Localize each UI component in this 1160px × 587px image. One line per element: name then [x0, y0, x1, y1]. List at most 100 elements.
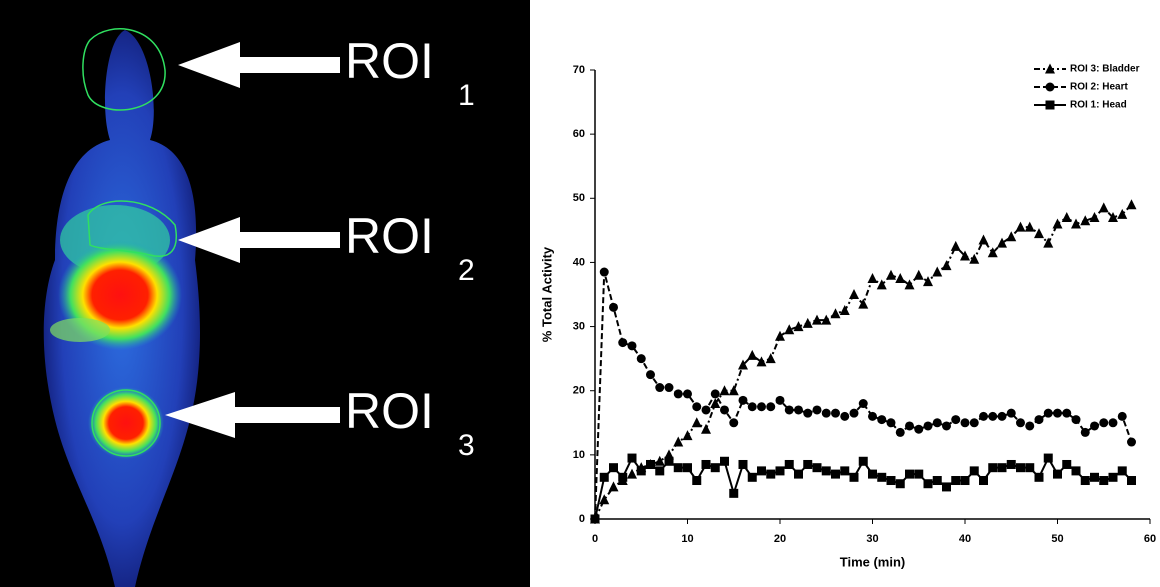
marker — [719, 385, 730, 396]
legend-label: ROI 1: Head — [1070, 100, 1127, 111]
marker — [729, 418, 739, 428]
marker — [1034, 228, 1044, 239]
series — [590, 453, 1136, 524]
marker — [655, 466, 665, 476]
marker — [821, 466, 831, 476]
marker — [1080, 215, 1091, 226]
marker — [1126, 199, 1137, 210]
legend-marker — [1045, 100, 1055, 110]
marker — [876, 279, 887, 290]
marker — [673, 436, 684, 447]
marker — [1043, 453, 1053, 463]
marker — [1016, 463, 1025, 473]
marker — [858, 298, 869, 309]
marker — [692, 402, 702, 412]
marker — [599, 267, 609, 277]
legend-label: ROI 2: Heart — [1070, 82, 1128, 93]
marker — [765, 353, 776, 364]
marker — [747, 349, 758, 360]
marker — [997, 411, 1007, 421]
marker — [609, 302, 618, 312]
marker — [793, 321, 804, 332]
marker — [1053, 469, 1062, 479]
y-tick-label: 0 — [579, 513, 585, 525]
marker — [886, 476, 896, 486]
y-tick-label: 20 — [573, 385, 585, 397]
marker — [905, 469, 914, 479]
marker — [969, 418, 979, 428]
marker — [914, 424, 924, 434]
marker — [1071, 218, 1081, 229]
marker — [775, 395, 785, 405]
marker — [1089, 212, 1100, 223]
marker — [664, 383, 674, 393]
marker — [914, 469, 924, 479]
roi-label: ROI — [345, 33, 434, 89]
marker — [710, 389, 720, 399]
marker — [1108, 472, 1118, 482]
marker — [942, 421, 951, 431]
marker — [950, 240, 961, 251]
marker — [895, 427, 905, 437]
marker — [728, 385, 739, 396]
pet-image — [0, 0, 530, 587]
marker — [627, 453, 637, 463]
marker — [960, 418, 970, 428]
marker — [849, 289, 859, 299]
marker — [654, 455, 665, 466]
marker — [710, 398, 721, 409]
marker — [951, 415, 961, 425]
marker — [1025, 421, 1035, 431]
marker — [858, 456, 868, 466]
marker — [757, 466, 766, 476]
marker — [960, 476, 970, 486]
x-tick-label: 30 — [866, 533, 878, 545]
x-tick-label: 20 — [774, 533, 786, 545]
marker — [1043, 408, 1053, 418]
series — [590, 199, 1137, 524]
marker — [1127, 476, 1136, 486]
marker — [701, 459, 711, 469]
marker — [720, 405, 729, 415]
marker — [867, 272, 878, 283]
marker — [682, 430, 693, 441]
x-tick-label: 50 — [1051, 533, 1063, 545]
marker — [941, 260, 952, 271]
marker — [794, 469, 803, 479]
marker — [932, 418, 942, 428]
marker — [830, 308, 841, 319]
y-tick-label: 10 — [573, 449, 585, 461]
marker — [784, 459, 794, 469]
marker — [1052, 218, 1063, 229]
marker — [1006, 231, 1017, 242]
marker — [877, 415, 887, 425]
marker — [979, 476, 988, 486]
marker — [590, 514, 600, 524]
marker — [608, 481, 619, 492]
marker — [802, 317, 813, 328]
series — [590, 267, 1136, 524]
marker — [609, 463, 618, 473]
x-tick-label: 10 — [681, 533, 693, 545]
x-tick-label: 40 — [959, 533, 971, 545]
marker — [960, 250, 970, 261]
marker — [849, 472, 859, 482]
marker — [839, 305, 850, 316]
marker — [1015, 221, 1026, 232]
legend-marker — [1045, 63, 1055, 74]
marker — [646, 459, 655, 469]
marker — [1080, 427, 1090, 437]
marker — [683, 463, 692, 473]
marker — [868, 469, 877, 479]
marker — [895, 272, 906, 283]
marker — [997, 463, 1007, 473]
marker — [1098, 202, 1109, 213]
y-tick-label: 70 — [573, 64, 585, 76]
marker — [710, 463, 720, 473]
marker — [987, 247, 998, 258]
marker — [1034, 415, 1044, 425]
marker — [673, 463, 683, 473]
marker — [729, 488, 739, 498]
marker — [840, 466, 850, 476]
marker — [812, 463, 822, 473]
